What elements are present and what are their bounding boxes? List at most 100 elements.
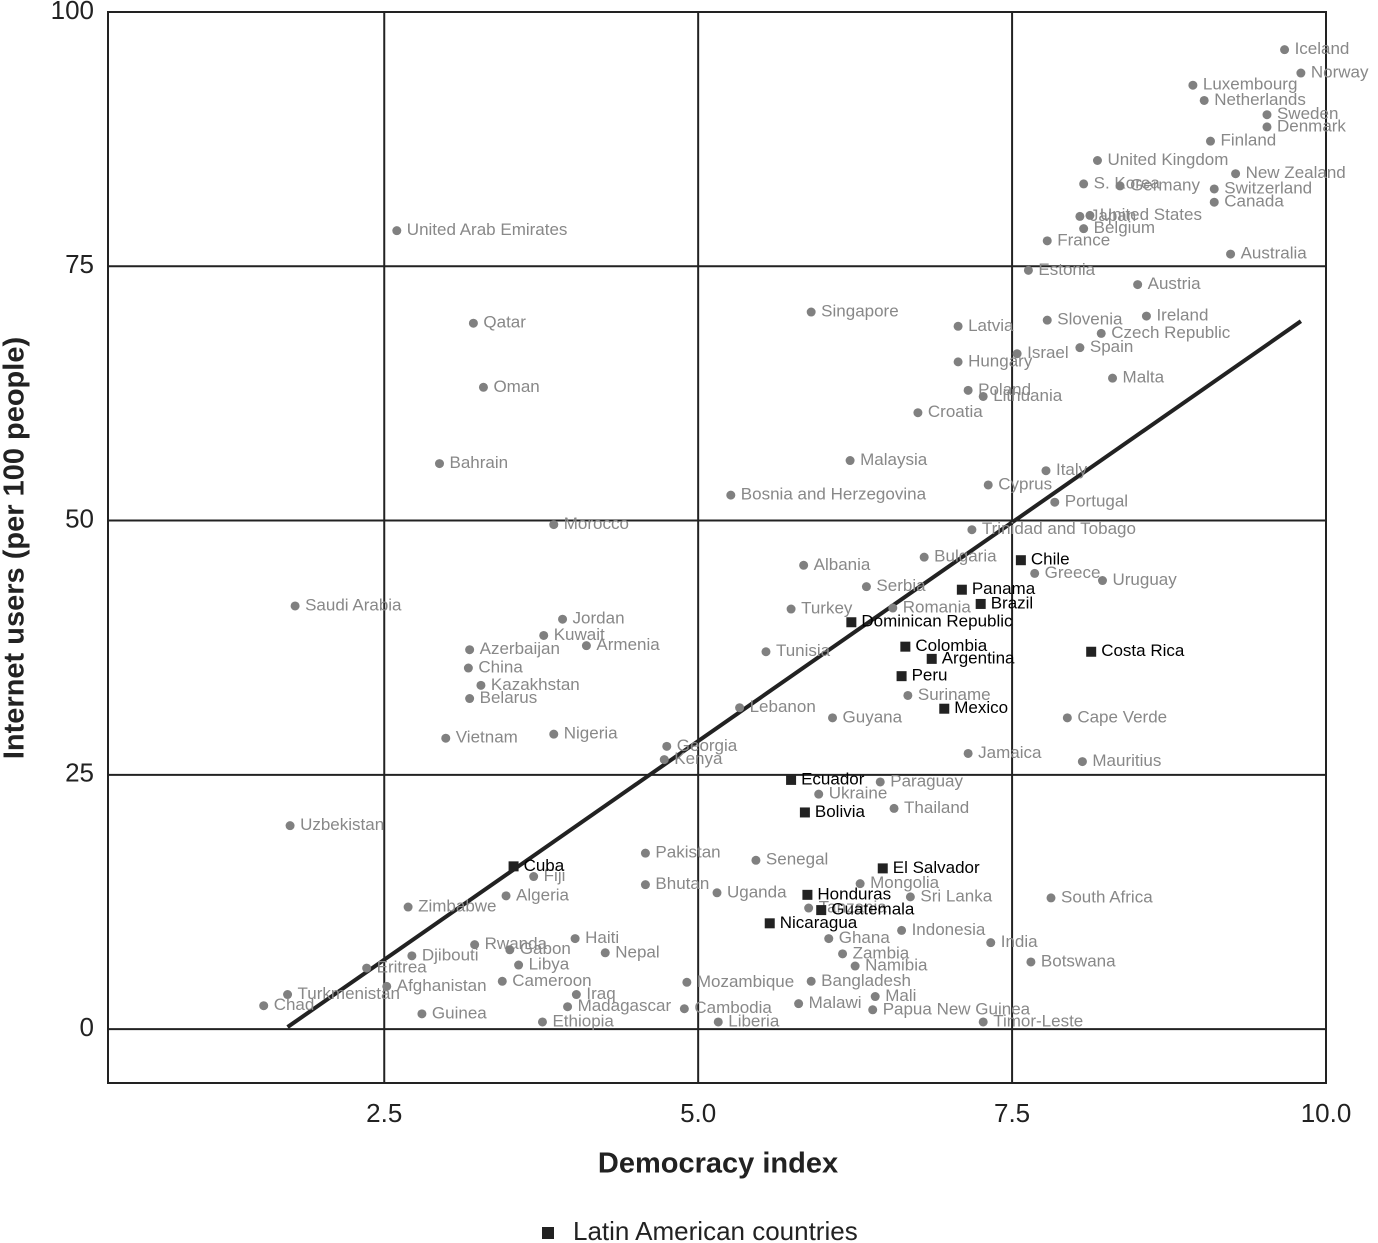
point-label: Georgia [677, 736, 738, 755]
point-label: Canada [1224, 192, 1284, 211]
point-label: Bulgaria [934, 547, 997, 566]
point-label: S. Korea [1094, 173, 1161, 192]
point-label: New Zealand [1246, 163, 1346, 182]
point-label: Nepal [615, 942, 659, 961]
point [751, 855, 761, 865]
y-tick-label: 50 [65, 503, 94, 533]
point-label: Nigeria [564, 724, 618, 743]
point-label: Senegal [766, 850, 828, 869]
point [761, 647, 771, 657]
point-label: Zambia [853, 943, 910, 962]
point [764, 918, 775, 929]
point [1262, 122, 1272, 132]
point [1075, 211, 1085, 221]
point [465, 694, 475, 704]
point-label: Brazil [991, 593, 1034, 612]
point-label: Cameroon [512, 971, 591, 990]
point-label: Belarus [480, 688, 538, 707]
point [850, 961, 860, 971]
point-label: Dominican Republic [861, 612, 1013, 631]
point [1015, 555, 1026, 566]
point [799, 560, 809, 570]
point-label: Vietnam [456, 728, 518, 747]
point-label: Turkmenistan [298, 984, 400, 1003]
point [463, 663, 473, 673]
point-label: Bolivia [815, 802, 866, 821]
point [476, 680, 486, 690]
point [926, 653, 937, 664]
y-tick-label: 25 [65, 758, 94, 788]
point [1199, 95, 1209, 105]
point [913, 408, 923, 418]
point-label: Bosnia and Herzegovina [741, 485, 927, 504]
point [1086, 646, 1097, 657]
point [1108, 373, 1118, 383]
point-label: United Kingdom [1107, 150, 1228, 169]
point-label: Tanzania [819, 898, 888, 917]
point [806, 307, 816, 317]
point-label: Norway [1311, 63, 1369, 82]
point [900, 641, 911, 652]
point [799, 807, 810, 818]
trend-line [286, 319, 1303, 1029]
point [1280, 45, 1290, 55]
point [824, 934, 834, 944]
point [1041, 466, 1051, 476]
point-label: Peru [912, 666, 948, 685]
point [806, 976, 816, 986]
y-tick-label: 0 [80, 1012, 94, 1042]
point-label: Thailand [904, 798, 969, 817]
point-label: Luxembourg [1203, 75, 1298, 94]
point-label: Guinea [432, 1003, 487, 1022]
point-label: Argentina [942, 648, 1015, 667]
point [786, 774, 797, 785]
point [505, 945, 515, 955]
point [816, 905, 827, 916]
point [682, 977, 692, 987]
point [897, 925, 907, 935]
point-label: Guyana [843, 707, 903, 726]
point [804, 903, 814, 913]
point-label: Albania [814, 555, 871, 574]
point-label: Malawi [809, 993, 862, 1012]
point-label: Serbia [876, 576, 926, 595]
point [259, 1001, 269, 1011]
point [283, 990, 293, 1000]
point [735, 703, 745, 713]
point-label: Eritrea [377, 958, 428, 977]
point-label: Romania [903, 598, 972, 617]
point [814, 789, 824, 799]
point [600, 948, 610, 958]
point-label: Uruguay [1112, 570, 1177, 589]
point [549, 729, 559, 739]
point [558, 614, 568, 624]
point-label: United States [1100, 205, 1202, 224]
point [679, 1004, 689, 1014]
point [1085, 210, 1095, 220]
point-label: Ireland [1156, 306, 1208, 325]
point-label: Greece [1045, 563, 1101, 582]
point [1096, 328, 1106, 338]
x-axis-label: Democracy index [598, 1148, 838, 1180]
point [975, 598, 986, 609]
point [1042, 236, 1052, 246]
point [407, 951, 417, 961]
point [571, 990, 581, 1000]
point [1046, 893, 1056, 903]
point-label: Trinidad and Tobago [982, 519, 1136, 538]
point-label: India [1001, 932, 1038, 951]
point-label: Australia [1241, 244, 1308, 263]
point-label: Jamaica [978, 743, 1042, 762]
point [537, 1017, 547, 1027]
point [468, 318, 478, 328]
x-tick-label: 10.0 [1301, 1098, 1352, 1128]
point [953, 357, 963, 367]
point-label: El Salvador [893, 858, 980, 877]
point [514, 960, 524, 970]
point [877, 863, 888, 874]
point-label: Chile [1031, 550, 1070, 569]
point [285, 821, 295, 831]
point-label: Slovenia [1057, 310, 1123, 329]
point-label: Kazakhstan [491, 675, 580, 694]
point-label: Cambodia [694, 998, 772, 1017]
